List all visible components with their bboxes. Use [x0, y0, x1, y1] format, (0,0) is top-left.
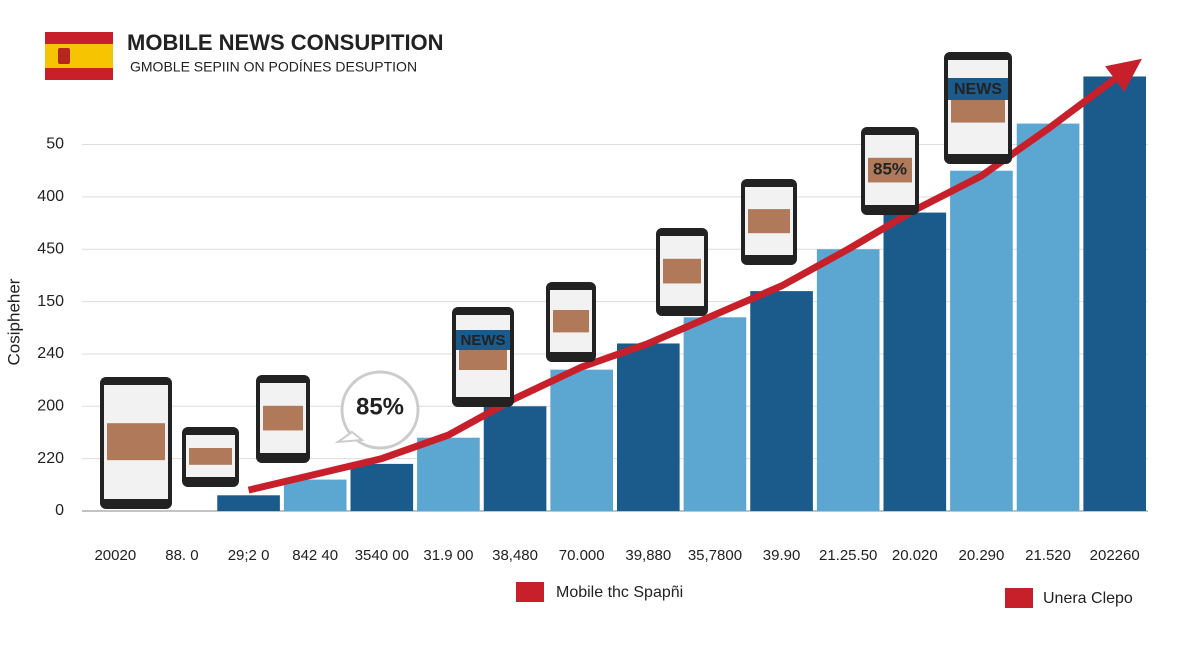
bar: [1016, 123, 1080, 512]
lines: [247, 58, 1142, 494]
bar: [950, 170, 1013, 512]
bars: [217, 76, 1147, 512]
phone-image: [868, 157, 912, 183]
bar: [350, 463, 414, 511]
phone-image: [553, 310, 589, 333]
y-tick-label: 400: [37, 188, 64, 205]
y-tick-label: 450: [37, 240, 64, 257]
chart-title: MOBILE NEWS CONSUPITION: [127, 30, 444, 55]
phone-image: [263, 405, 303, 431]
x-tick-label: 39.90: [763, 547, 801, 564]
x-tick-label: 39,880: [625, 547, 671, 564]
y-tick-label: 0: [55, 502, 64, 519]
annotation: NEWS: [461, 332, 506, 349]
trend-arrowhead: [1105, 58, 1142, 92]
bar: [483, 406, 547, 511]
bar: [683, 317, 747, 511]
illustrations: 85% NEWS 85% NEWS: [100, 52, 1012, 509]
news-band: [948, 78, 1008, 100]
trend-line: [247, 76, 1117, 494]
x-tick-label: 20.290: [958, 547, 1004, 564]
flag: [45, 32, 113, 80]
x-tick-label: 38,480: [492, 547, 538, 564]
legend: Mobile thc Spapñi Unera Clepo: [516, 582, 1133, 608]
y-tick-label: 200: [37, 398, 64, 415]
x-tick-label: 21.520: [1025, 547, 1071, 564]
bar: [550, 369, 614, 511]
x-tick-label: 70.000: [559, 547, 605, 564]
bar: [816, 249, 880, 511]
x-tick-label: 21.25.50: [819, 547, 877, 564]
bar: [750, 291, 813, 511]
x-tick-label: 3540 00: [355, 547, 409, 564]
x-tick-label: 29;2 0: [228, 547, 270, 564]
annotation: NEWS: [954, 81, 1002, 98]
annotation: 85%: [873, 159, 907, 178]
legend-swatch: [1005, 588, 1033, 608]
bar: [1083, 76, 1147, 512]
bar: [283, 479, 347, 511]
y-tick-label: 50: [46, 136, 64, 153]
phone-image: [107, 423, 165, 461]
y-tick-label: 150: [37, 293, 64, 310]
bar: [883, 212, 947, 511]
legend-label: Unera Clepo: [1043, 590, 1133, 607]
legend-label: Mobile thc Spapñi: [556, 584, 683, 601]
bar: [616, 343, 680, 511]
x-tick-label: 88. 0: [165, 547, 198, 564]
bar: [217, 495, 280, 511]
y-tick-label: 220: [37, 450, 64, 467]
x-tick-label: 31.9 00: [423, 547, 473, 564]
x-tick-label: 202260: [1090, 547, 1140, 564]
annotation: 85%: [356, 393, 404, 420]
news-band: [456, 330, 510, 350]
x-tick-label: 20.020: [892, 547, 938, 564]
x-tick-label: 35,7800: [688, 547, 742, 564]
x-tick-label: 20020: [94, 547, 136, 564]
y-axis-label: Cosipheher: [4, 278, 23, 365]
bar: [417, 437, 480, 511]
speech-bubble: [340, 370, 420, 450]
phone-image: [663, 258, 701, 284]
chart-subtitle: GMOBLE SEPIIN ON PODÍNES DESUPTION: [130, 59, 417, 75]
speech-tail: [334, 430, 365, 444]
y-tick-label: 240: [37, 345, 64, 362]
phone-image: [748, 209, 790, 234]
x-tick-label: 842 40: [292, 547, 338, 564]
phone-image: [189, 448, 232, 465]
legend-swatch: [516, 582, 544, 602]
